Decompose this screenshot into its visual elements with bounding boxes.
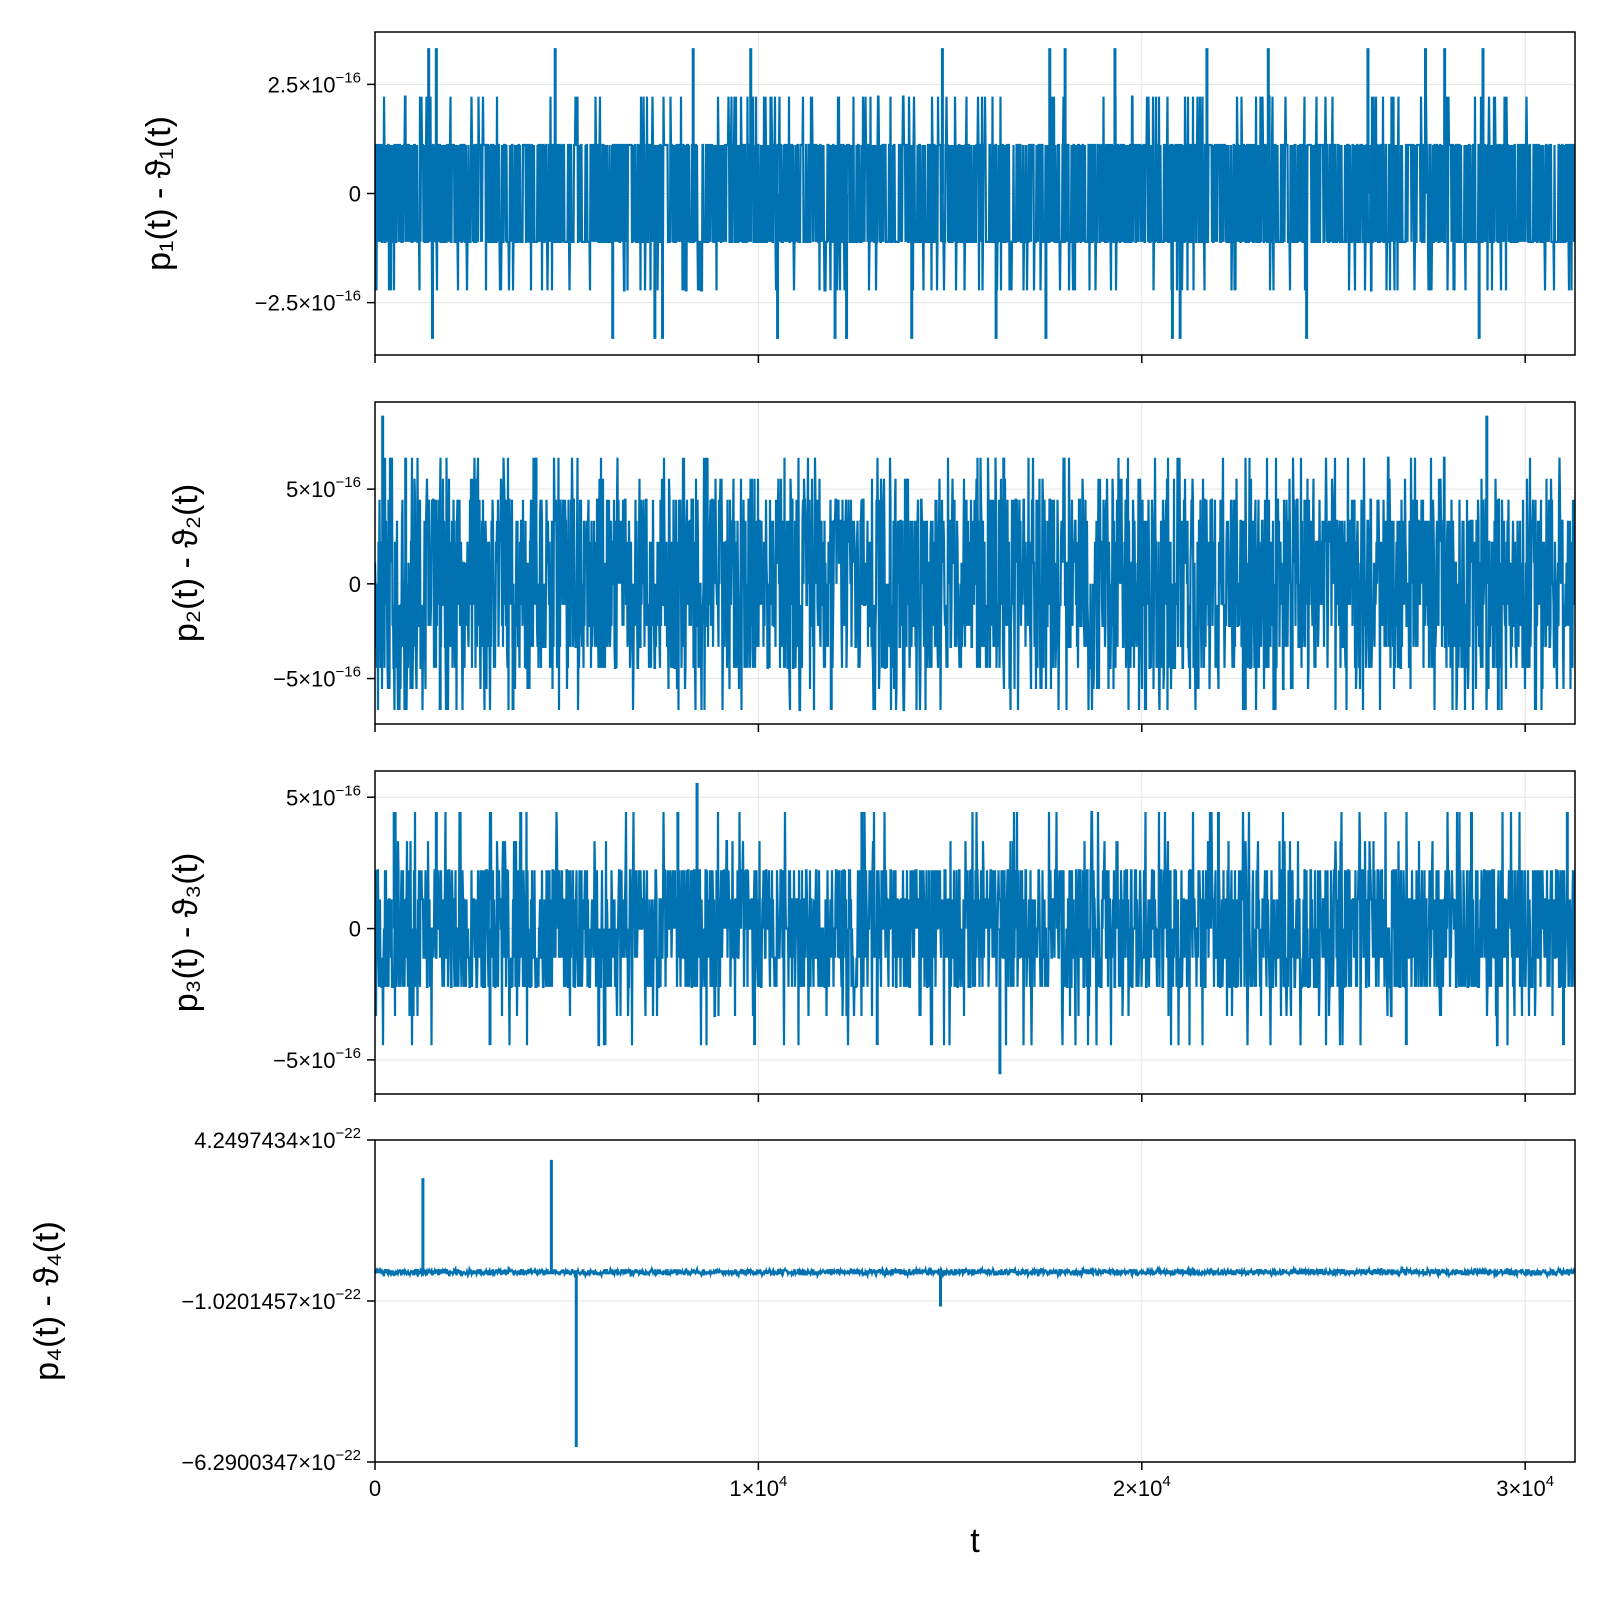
x-tick-label: 0	[369, 1476, 381, 1501]
y-tick-label: −2.5×10−16	[255, 288, 361, 316]
y-axis-title: p₂(t) - ϑ₂(t)	[167, 484, 205, 642]
y-tick-label-mantissa: 4.2497434×10	[194, 1128, 335, 1153]
y-tick-label-exponent: −16	[336, 664, 361, 681]
y-tick-label-exponent: −16	[336, 288, 361, 305]
x-tick-label: 1×104	[729, 1473, 787, 1501]
y-tick-label-exponent: −22	[336, 1447, 361, 1464]
series-line	[375, 95, 1575, 292]
y-tick-label: −1.0201457×10−22	[181, 1286, 361, 1314]
y-tick-label-mantissa: 0	[349, 182, 361, 207]
y-tick-label-mantissa: 0	[349, 572, 361, 597]
y-tick-label-mantissa: −2.5×10	[255, 291, 336, 316]
y-tick-label-mantissa: 5×10	[286, 785, 336, 810]
y-tick-label: −5×10−16	[273, 664, 361, 692]
y-tick-label: 5×10−16	[286, 474, 361, 502]
y-tick-label-mantissa: −5×10	[273, 667, 335, 692]
y-tick-label: 0	[349, 572, 361, 597]
x-tick-label-mantissa: 0	[369, 1476, 381, 1501]
y-tick-label-mantissa: −1.0201457×10	[181, 1289, 335, 1314]
y-tick-label-exponent: −22	[336, 1125, 361, 1142]
x-tick-label-mantissa: 2×10	[1113, 1476, 1163, 1501]
plot-frame	[374, 401, 1576, 725]
y-tick-label-exponent: −22	[336, 1286, 361, 1303]
y-tick-label: 0	[349, 182, 361, 207]
y-tick-label: −6.2900347×10−22	[181, 1447, 361, 1475]
y-tick-label: 0	[349, 917, 361, 942]
x-tick-label-exponent: 4	[779, 1473, 787, 1490]
y-tick-label: 4.2497434×10−22	[194, 1125, 361, 1153]
x-tick-label: 3×104	[1496, 1473, 1554, 1501]
y-axis-title: p₄(t) - ϑ₄(t)	[28, 1221, 66, 1381]
plot-frame	[374, 770, 1576, 1095]
y-tick-label-mantissa: 5×10	[286, 477, 336, 502]
series-line	[375, 1264, 1575, 1280]
panel-4: 4.2497434×10−22−1.0201457×10−22−6.290034…	[28, 1125, 1576, 1560]
y-tick-label-mantissa: 0	[349, 917, 361, 942]
y-tick-label-exponent: −16	[336, 69, 361, 86]
series-line	[375, 456, 1575, 712]
y-tick-label-exponent: −16	[336, 474, 361, 491]
y-tick-label: 5×10−16	[286, 782, 361, 810]
y-tick-label-mantissa: −6.2900347×10	[181, 1450, 335, 1475]
x-tick-label-mantissa: 3×10	[1496, 1476, 1546, 1501]
y-axis-title: p₃(t) - ϑ₃(t)	[167, 853, 205, 1013]
x-tick-label-exponent: 4	[1162, 1473, 1170, 1490]
x-tick-label-mantissa: 1×10	[729, 1476, 779, 1501]
y-axis-title: p₁(t) - ϑ₁(t)	[140, 116, 178, 271]
y-tick-label-mantissa: −5×10	[273, 1048, 335, 1073]
y-tick-label-exponent: −16	[336, 1045, 361, 1062]
y-tick-label-mantissa: 2.5×10	[268, 72, 336, 97]
x-tick-label-exponent: 4	[1546, 1473, 1554, 1490]
x-axis-title: t	[970, 1522, 980, 1560]
y-tick-label-exponent: −16	[336, 782, 361, 799]
series-line	[375, 810, 1575, 1047]
x-tick-label: 2×104	[1113, 1473, 1171, 1501]
y-tick-label: 2.5×10−16	[268, 69, 361, 97]
y-tick-label: −5×10−16	[273, 1045, 361, 1073]
